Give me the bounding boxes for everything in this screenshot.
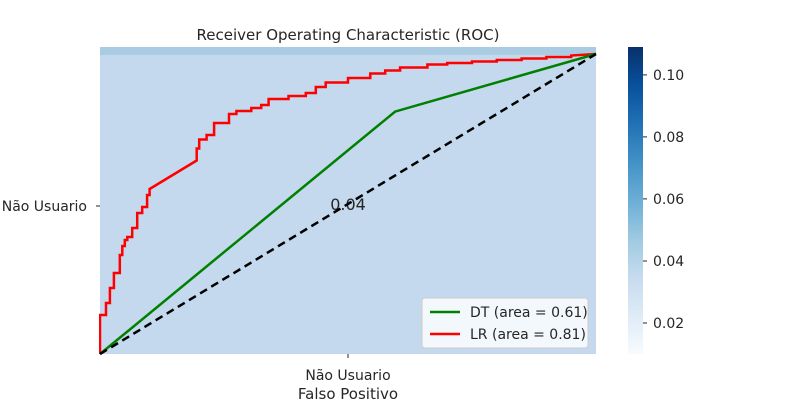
legend-box <box>421 297 589 349</box>
heatmap-top-band <box>100 47 596 55</box>
legend-label-lr: LR (area = 0.81) <box>470 327 586 343</box>
chart-title: Receiver Operating Characteristic (ROC) <box>197 26 500 44</box>
x-axis-label: Falso Positivo <box>298 385 398 400</box>
series-layer <box>99 52 597 356</box>
colorbar-tick-label: 0.02 <box>653 316 684 332</box>
x-tick-label: Não Usuario <box>305 368 390 384</box>
colorbar-tick-label: 0.06 <box>653 192 684 208</box>
series-line-lr <box>99 52 597 354</box>
y-tick-label: Não Usuario <box>2 199 87 215</box>
legend: DT (area = 0.61) LR (area = 0.81) <box>421 297 589 349</box>
colorbar: 0.02 0.04 0.06 0.08 0.10 <box>628 47 684 354</box>
colorbar-ticks: 0.02 0.04 0.06 0.08 0.10 <box>643 68 684 332</box>
colorbar-gradient <box>628 47 643 354</box>
series-line-dt <box>99 52 597 355</box>
colorbar-tick-label: 0.08 <box>653 130 684 146</box>
colorbar-tick-label: 0.04 <box>653 254 684 270</box>
legend-label-dt: DT (area = 0.61) <box>470 305 588 321</box>
series-line-chance <box>99 52 597 356</box>
colorbar-tick-label: 0.10 <box>653 68 684 84</box>
